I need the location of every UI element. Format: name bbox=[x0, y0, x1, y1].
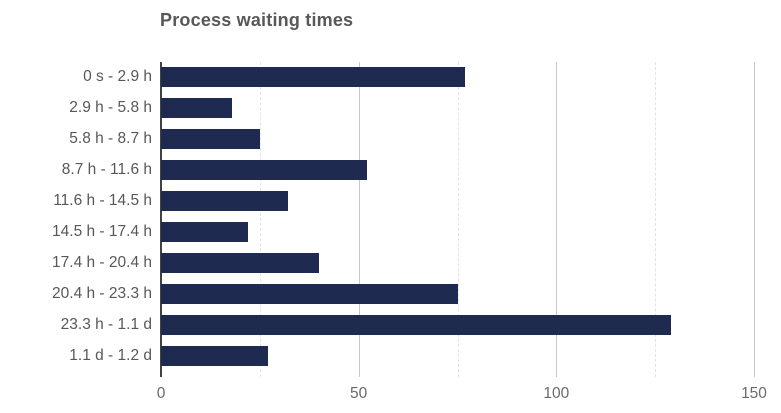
bar-20.4h-23.3h bbox=[161, 283, 458, 304]
major-gridline bbox=[358, 62, 360, 377]
x-tick-label: 150 bbox=[741, 385, 767, 402]
bar-14.5h-17.4h bbox=[161, 221, 248, 242]
x-tick-label: 100 bbox=[543, 385, 570, 402]
bar-17.4h-20.4h bbox=[161, 252, 320, 273]
category-label: 8.7 h - 11.6 h bbox=[61, 161, 152, 179]
bar-8.7h-11.6h bbox=[161, 160, 367, 181]
bar-2.9h-5.8h bbox=[161, 98, 233, 119]
x-tick-label: 0 bbox=[156, 385, 166, 402]
category-label: 17.4 h - 20.4 h bbox=[52, 253, 152, 271]
category-label: 0 s - 2.9 h bbox=[83, 68, 152, 86]
bar-5.8h-8.7h bbox=[161, 129, 260, 150]
bar-1.1d-1.2d bbox=[161, 345, 268, 366]
y-axis-line bbox=[160, 62, 162, 377]
minor-gridline bbox=[259, 62, 261, 377]
bar-23.3h-1.1d bbox=[161, 314, 671, 335]
category-label: 20.4 h - 23.3 h bbox=[52, 284, 152, 302]
category-label: 23.3 h - 1.1 d bbox=[60, 315, 152, 333]
category-label: 5.8 h - 8.7 h bbox=[69, 130, 152, 148]
major-gridline bbox=[754, 62, 755, 377]
major-gridline bbox=[556, 62, 558, 377]
chart-title: Process waiting times bbox=[160, 10, 354, 30]
minor-gridline bbox=[457, 62, 459, 377]
category-label: 14.5 h - 17.4 h bbox=[52, 222, 152, 240]
x-tick-label: 50 bbox=[350, 385, 368, 402]
bar-0s-2.9h bbox=[161, 67, 466, 88]
category-label: 1.1 d - 1.2 d bbox=[69, 346, 152, 364]
minor-gridline bbox=[655, 62, 657, 377]
category-label: 11.6 h - 14.5 h bbox=[53, 192, 152, 210]
bar-11.6h-14.5h bbox=[161, 191, 288, 212]
category-label: 2.9 h - 5.8 h bbox=[69, 99, 152, 117]
